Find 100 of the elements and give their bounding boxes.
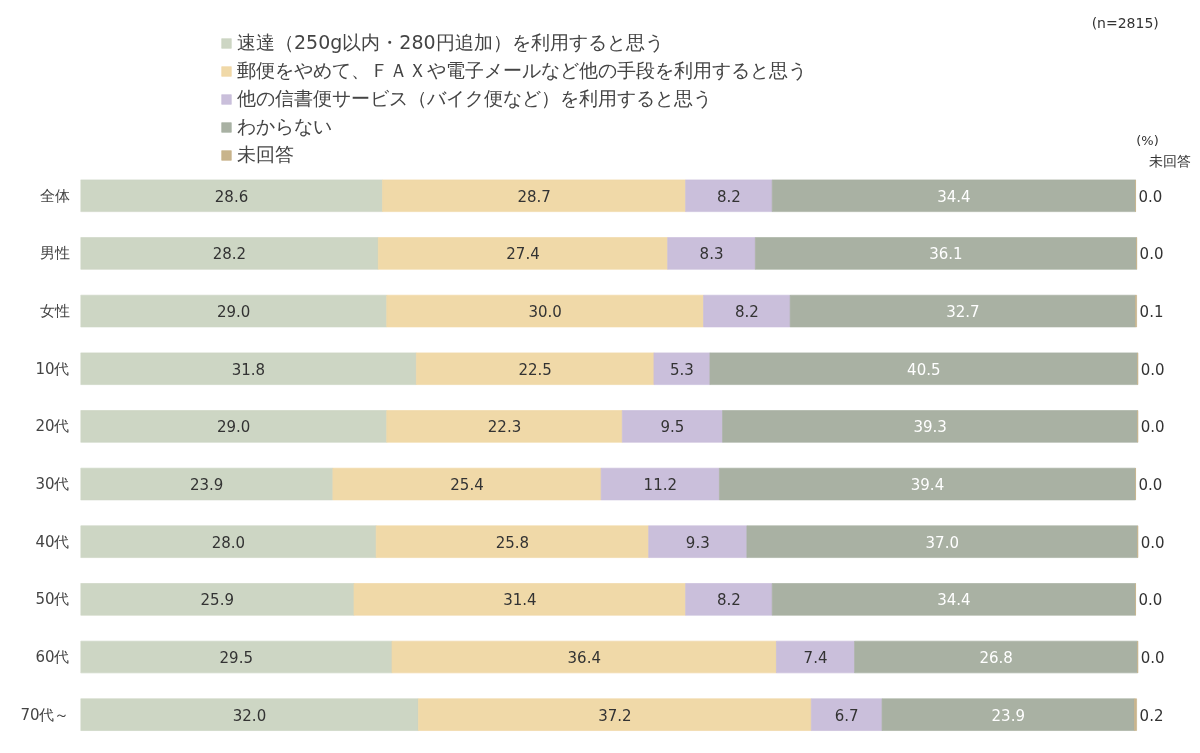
legend-label: 郵便をやめて、ＦＡＸや電子メールなど他の手段を利用すると思う [237,58,807,83]
data-label: 0.0 [1139,245,1164,264]
bar [771,179,1136,212]
data-label: 32.0 [232,706,267,725]
data-label: 23.9 [991,706,1025,725]
y-tick-label: 男性 [39,244,70,263]
data-label: 36.1 [929,245,963,264]
bar [703,294,791,328]
data-label: 23.9 [190,476,224,495]
data-label: 8.2 [717,591,741,610]
bar [881,698,1135,731]
bar [771,583,1136,616]
data-label: 0.2 [1139,706,1164,725]
data-label: 31.8 [231,360,266,379]
data-label: 9.3 [685,533,710,552]
data-label: 31.4 [503,591,537,610]
data-label: 25.4 [450,476,484,495]
bar [80,640,393,674]
bar [80,583,355,616]
bar [332,467,602,501]
data-label: 9.5 [660,418,685,437]
text: (%) [1136,133,1159,149]
data-label: 37.2 [598,706,632,725]
data-label: 5.3 [670,360,694,379]
data-label: 39.3 [913,418,947,437]
data-label: 30.0 [528,303,562,322]
data-label: 28.6 [214,187,249,206]
bar [685,583,773,616]
bar [80,179,383,212]
bar [621,410,723,443]
bar [80,237,379,270]
bar [722,410,1138,443]
text: 未回答 [1148,153,1191,170]
data-label: 28.7 [517,187,551,206]
data-label: 7.4 [803,649,828,668]
bar [1134,698,1137,731]
legend-label: 速達（250g以内・280円追加）を利用すると思う [237,30,664,55]
bar [667,237,756,270]
y-tick-label: 60代 [35,648,70,667]
bar [80,698,419,731]
y-tick-label: 30代 [35,475,70,494]
data-label: 0.0 [1140,418,1165,437]
y-tick-label: 全体 [39,186,70,205]
bar [375,525,650,558]
bar [648,525,748,558]
y-tick-label: 50代 [35,590,70,609]
bar [754,237,1137,270]
text: (n=2815) [1091,14,1159,31]
y-tick-label: 40代 [35,532,70,551]
bar [80,294,388,328]
bar [719,467,1136,501]
y-tick-label: 20代 [35,417,70,436]
data-label: 0.0 [1140,533,1165,552]
legend-label: 他の信書便サービス（バイク便など）を利用すると思う [237,86,712,111]
data-label: 25.9 [200,591,234,610]
bar [789,294,1136,328]
data-label: 8.2 [734,303,759,322]
data-label: 0.0 [1138,476,1163,495]
data-label: 28.2 [212,245,247,264]
data-label: 0.1 [1139,303,1164,322]
bar [80,410,388,443]
data-label: 27.4 [506,245,540,264]
bar [386,410,623,443]
bar [810,698,883,731]
bar [353,583,686,616]
data-label: 29.0 [216,418,251,437]
y-tick-label: 女性 [39,302,70,321]
bar [746,525,1138,558]
bar [600,467,720,501]
data-label: 40.5 [907,360,941,379]
data-label: 29.0 [216,303,251,322]
data-label: 39.4 [910,476,945,495]
bar [80,352,417,385]
data-label: 11.2 [643,476,677,495]
data-label: 22.3 [487,418,522,437]
data-label: 28.0 [211,533,246,552]
data-label: 0.0 [1140,360,1165,379]
legend-label: わからない [237,114,332,139]
bar [709,352,1138,385]
data-label: 32.7 [946,303,980,322]
data-label: 37.0 [925,533,959,552]
bar [854,640,1138,674]
bar [418,698,812,731]
data-label: 29.5 [219,649,253,668]
data-label: 34.4 [937,187,971,206]
bar [80,467,334,501]
y-tick-label: 70代～ [20,705,70,724]
data-label: 0.0 [1138,187,1163,206]
data-label: 36.4 [567,649,601,668]
bar [776,640,855,674]
bar [415,352,655,385]
data-label: 6.7 [834,706,859,725]
bar [653,352,711,385]
data-label: 0.0 [1140,649,1165,668]
legend-label: 未回答 [237,142,294,167]
data-label: 8.2 [717,187,741,206]
data-label: 0.0 [1138,591,1163,610]
bar [377,237,669,270]
bar [391,640,777,674]
bar [382,179,686,212]
